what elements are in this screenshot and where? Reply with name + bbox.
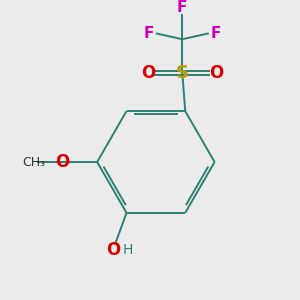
Text: O: O [106,242,120,260]
Text: CH₃: CH₃ [22,155,45,169]
Text: O: O [55,153,69,171]
Text: F: F [211,26,221,41]
Text: O: O [209,64,224,82]
Text: S: S [176,64,189,82]
Text: F: F [144,26,154,41]
Text: O: O [141,64,155,82]
Text: F: F [177,0,188,15]
Text: H: H [123,243,133,257]
